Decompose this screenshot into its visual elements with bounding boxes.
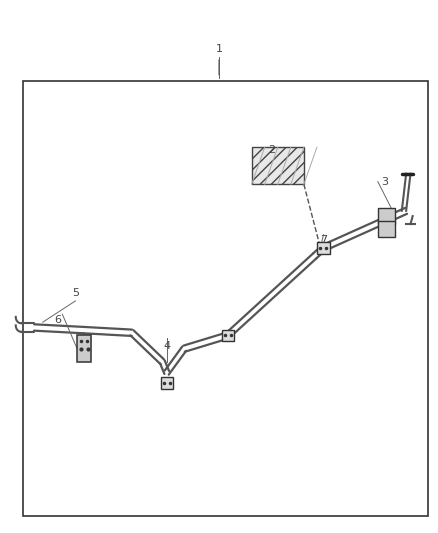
Bar [23, 81, 428, 516]
Bar [78, 335, 90, 346]
Text: 7: 7 [320, 235, 327, 245]
Bar [318, 242, 329, 254]
Bar [378, 208, 395, 224]
Text: 6: 6 [54, 314, 61, 325]
Text: 3: 3 [381, 176, 388, 187]
Text: 5: 5 [72, 288, 79, 298]
Text: 1: 1 [215, 44, 223, 54]
Bar [161, 377, 173, 389]
Text: 2: 2 [268, 145, 275, 155]
Bar [252, 147, 304, 184]
Bar [222, 329, 234, 341]
Text: 4: 4 [163, 341, 170, 351]
Bar [378, 221, 395, 237]
Bar [77, 335, 91, 362]
